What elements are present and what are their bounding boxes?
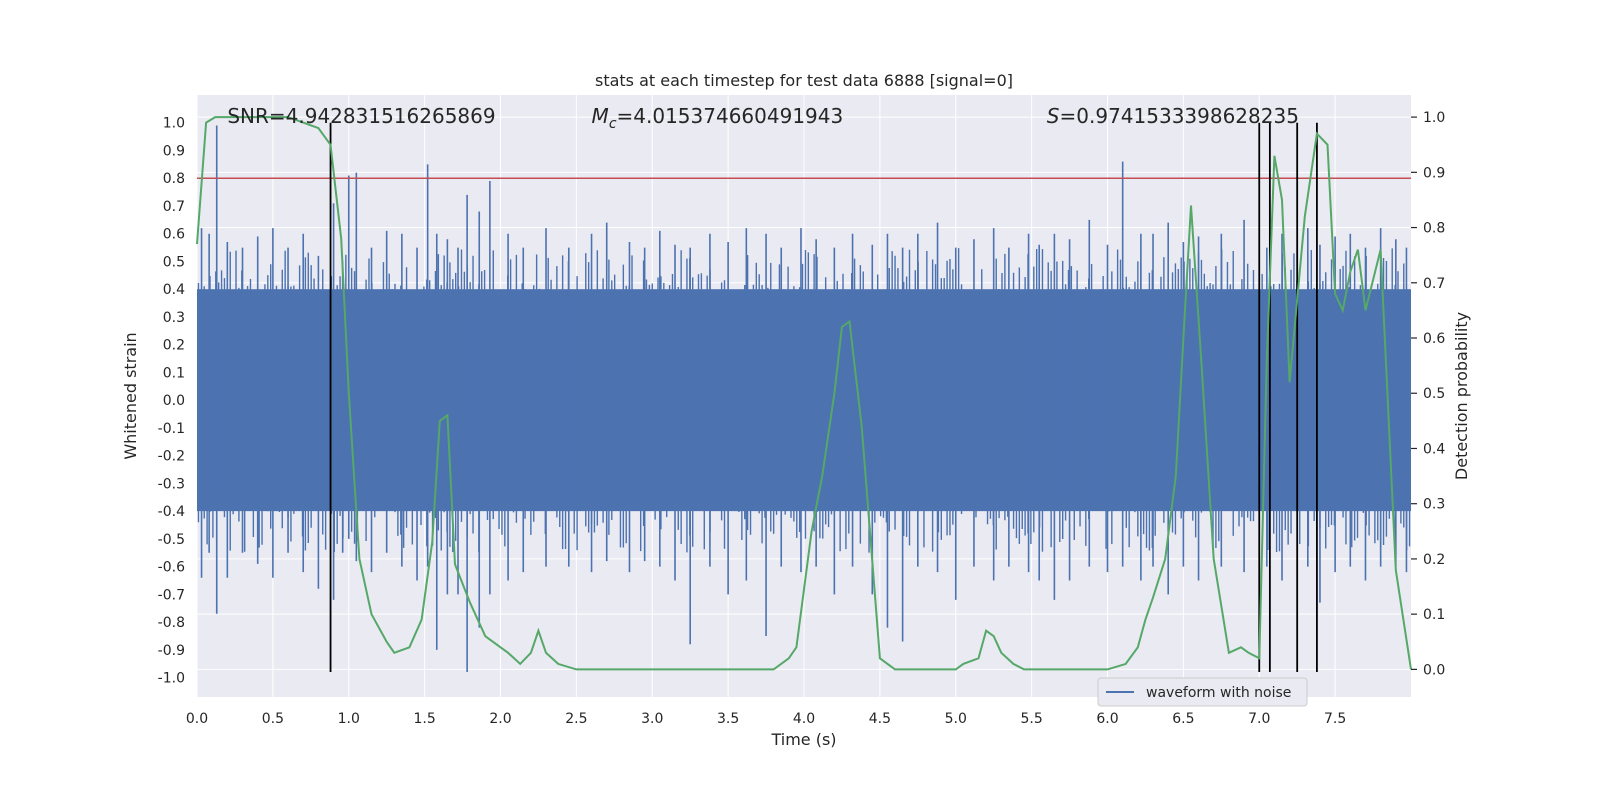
waveform-band-fill (197, 289, 1411, 512)
y-right-tick-label: 0.1 (1423, 607, 1445, 623)
y-left-tick-label: -1.0 (158, 671, 185, 687)
y-right-tick-label: 0.4 (1423, 441, 1445, 457)
y-right-tick-label: 0.5 (1423, 386, 1445, 402)
y-left-tick-label: 0.7 (163, 199, 185, 215)
y-axis-left-label: Whitened strain (121, 332, 140, 459)
legend-entry-waveform: waveform with noise (1146, 685, 1291, 701)
y-right-tick-label: 0.8 (1423, 221, 1445, 237)
y-axis-right: 1.0 0.9 0.8 0.7 0.6 0.5 0.4 0.3 0.2 0.1 0.0 (1411, 110, 1445, 678)
x-tick-label: 0.5 (262, 711, 284, 727)
y-left-tick-label: 0.8 (163, 171, 185, 187)
annotation-2: S=0.9741533398628235 (1047, 104, 1299, 128)
y-left-tick-label: 0.9 (163, 143, 185, 159)
x-tick-label: 1.0 (338, 711, 360, 727)
annotation-0: SNR=4.942831516265869 (227, 104, 495, 128)
probability-line (196, 116, 1412, 671)
y-left-tick-label: 0.5 (163, 254, 185, 270)
x-tick-label: 7.0 (1248, 711, 1270, 727)
y-right-tick-label: 0.2 (1423, 552, 1445, 568)
y-left-tick-label: -0.8 (158, 615, 185, 631)
y-left-tick-label: -0.3 (158, 476, 185, 492)
y-left-tick-label: -0.7 (158, 587, 185, 603)
y-left-tick-label: -0.9 (158, 643, 185, 659)
y-right-tick-label: 0.0 (1423, 662, 1445, 678)
x-axis: 0.0 0.5 1.0 1.5 2.0 2.5 3.0 3.5 4.0 4.5 5.0 5.5 6.0 6… (186, 711, 1346, 727)
annotation-subscript: c (609, 116, 617, 132)
annotation-symbol: S (1047, 104, 1060, 128)
annotation-value: =0.9741533398628235 (1060, 104, 1299, 128)
y-left-tick-label: 0.4 (163, 282, 185, 298)
waveform-spikes (197, 125, 1411, 673)
legend-box (1097, 677, 1308, 707)
legend: waveform with noise (1097, 677, 1308, 707)
chart-title: stats at each timestep for test data 688… (595, 71, 1013, 90)
y-axis-left: 1.0 0.9 0.8 0.7 0.6 0.5 0.4 0.3 0.2 0.1 0.0 -0.1 -0.… (158, 116, 185, 687)
x-tick-label: 0.0 (186, 711, 208, 727)
y-left-tick-label: 0.0 (163, 393, 185, 409)
y-left-tick-label: 0.3 (163, 310, 185, 326)
x-tick-label: 2.0 (489, 711, 511, 727)
y-axis-right-label: Detection probability (1452, 312, 1471, 480)
x-tick-label: 4.0 (793, 711, 815, 727)
y-left-tick-label: 1.0 (163, 116, 185, 132)
x-tick-label: 6.0 (1096, 711, 1118, 727)
y-left-tick-label: 0.6 (163, 227, 185, 243)
x-tick-label: 7.5 (1324, 711, 1346, 727)
x-tick-label: 5.5 (1020, 711, 1042, 727)
waveform-band (197, 289, 1411, 512)
y-left-tick-label: 0.1 (163, 365, 185, 381)
y-left-tick-label: -0.5 (158, 532, 185, 548)
y-right-tick-label: 0.6 (1423, 331, 1445, 347)
x-tick-label: 1.5 (413, 711, 435, 727)
y-left-tick-label: 0.2 (163, 338, 185, 354)
x-tick-label: 3.5 (717, 711, 739, 727)
annotations: SNR=4.942831516265869 Mc=4.01537466049194… (227, 104, 1299, 132)
y-right-tick-label: 0.9 (1423, 165, 1445, 181)
x-tick-label: 5.0 (945, 711, 967, 727)
y-left-tick-label: -0.6 (158, 560, 185, 576)
y-right-tick-label: 0.7 (1423, 276, 1445, 292)
annotation-1: Mc=4.015374660491943 (592, 104, 844, 132)
y-right-tick-label: 0.3 (1423, 497, 1445, 513)
x-tick-label: 4.5 (869, 711, 891, 727)
y-left-tick-label: -0.2 (158, 449, 185, 465)
x-tick-label: 3.0 (641, 711, 663, 727)
y-left-tick-label: -0.4 (158, 504, 185, 520)
x-tick-label: 6.5 (1172, 711, 1194, 727)
event-lines (329, 122, 1318, 673)
x-axis-label: Time (s) (770, 730, 836, 749)
x-tick-label: 2.5 (565, 711, 587, 727)
probability-series (196, 116, 1412, 671)
y-left-tick-label: -0.1 (158, 421, 185, 437)
annotation-value: =4.015374660491943 (617, 104, 844, 128)
annotation-symbol: M (592, 104, 609, 128)
y-right-tick-label: 1.0 (1423, 110, 1445, 126)
